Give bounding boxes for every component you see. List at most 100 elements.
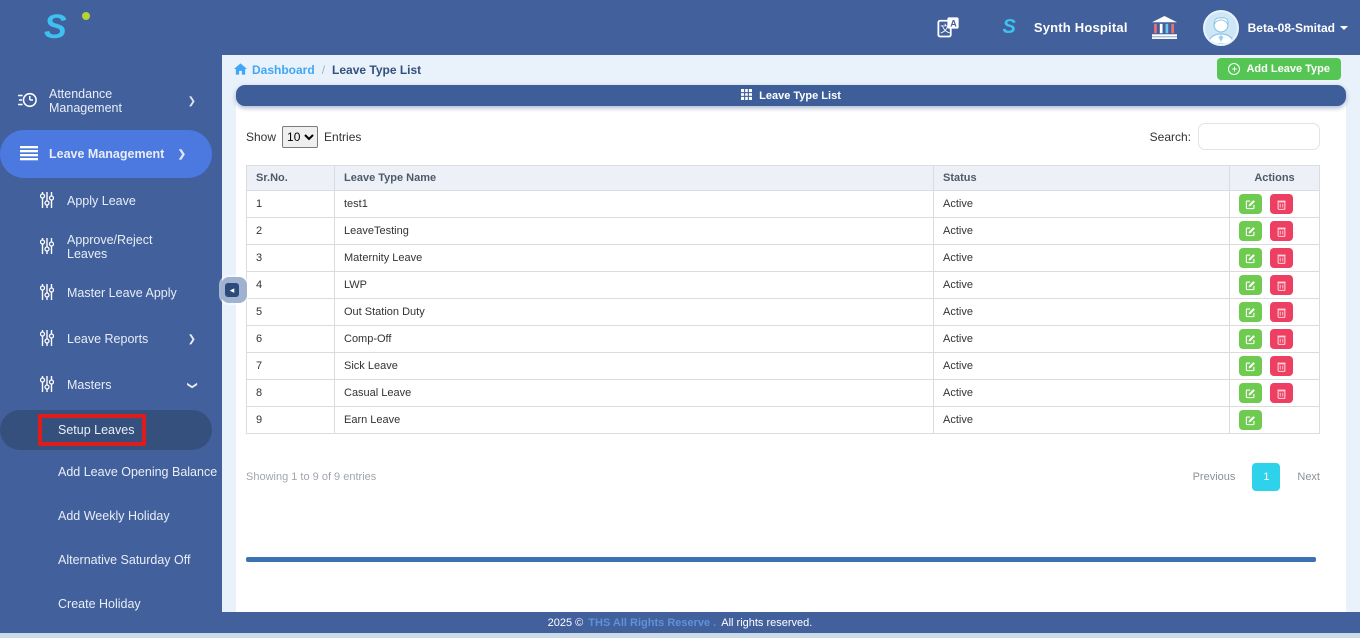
cell-leave-type-name: Out Station Duty [334, 298, 934, 326]
sidebar-item-label: Setup Leaves [58, 423, 135, 437]
edit-button[interactable] [1239, 194, 1262, 214]
delete-button[interactable] [1270, 356, 1294, 376]
table-row: 5 Out Station Duty Active [246, 298, 1320, 326]
cell-actions [1229, 379, 1320, 407]
pagination-page-1[interactable]: 1 [1252, 463, 1281, 491]
column-header-status[interactable]: Status [933, 165, 1230, 191]
cell-status: Active [933, 406, 1230, 434]
stopwatch-icon [18, 91, 38, 112]
delete-button[interactable] [1270, 248, 1294, 268]
panel-title: Leave Type List [759, 89, 841, 102]
delete-button[interactable] [1270, 275, 1294, 295]
cell-srno: 8 [246, 379, 335, 407]
footer-year: 2025 © [547, 616, 584, 629]
delete-button[interactable] [1270, 302, 1294, 322]
cell-srno: 6 [246, 325, 335, 353]
search-control: Search: [1150, 123, 1320, 150]
user-menu[interactable]: Beta-08-Smitad [1248, 21, 1348, 35]
leave-type-list-card: Leave Type List Show 10 Entries Search: [236, 85, 1346, 612]
svg-text:文: 文 [941, 23, 951, 36]
table-row: 7 Sick Leave Active [246, 352, 1320, 380]
breadcrumb-separator: / [321, 63, 326, 77]
cell-srno: 7 [246, 352, 335, 380]
sidebar-item-add-weekly-holiday[interactable]: Add Weekly Holiday [0, 494, 222, 538]
chevron-right-icon: ❯ [187, 333, 196, 345]
delete-button[interactable] [1270, 194, 1294, 214]
leave-management-submenu: Apply Leave Approve/Reject Leaves Master… [0, 178, 222, 408]
user-avatar[interactable] [1202, 9, 1239, 46]
delete-button[interactable] [1270, 329, 1294, 349]
sidebar-nav: Attendance Management ❯ Leave Management… [0, 55, 222, 612]
sidebar-item-label: Approve/Reject Leaves [67, 233, 153, 261]
sidebar-item-apply-leave[interactable]: Apply Leave [0, 178, 222, 224]
pagination: Previous 1 Next [1193, 463, 1320, 491]
breadcrumb-home-label: Dashboard [252, 63, 315, 77]
delete-button[interactable] [1270, 221, 1294, 241]
user-name-label: Beta-08-Smitad [1247, 20, 1335, 35]
footer-rights: All rights reserved. [721, 616, 813, 629]
card-header: Leave Type List [236, 85, 1346, 106]
sidebar-item-add-leave-opening-balance[interactable]: Add Leave Opening Balance [0, 450, 222, 494]
column-header-name[interactable]: Leave Type Name [334, 165, 934, 191]
cell-leave-type-name: LeaveTesting [334, 217, 934, 245]
cell-srno: 9 [246, 406, 335, 434]
pagination-previous[interactable]: Previous [1192, 471, 1236, 483]
cell-srno: 4 [246, 271, 335, 299]
sidebar-item-label: Masters [67, 378, 112, 392]
breadcrumb: Dashboard / Leave Type List [222, 55, 1360, 85]
translate-icon[interactable]: A 文 [935, 14, 962, 41]
chevron-down-icon: ❯ [186, 380, 198, 390]
svg-text:A: A [951, 19, 958, 29]
navbar-right-cluster: A 文 S Synth Hospital [935, 0, 1348, 55]
sidebar-item-masters[interactable]: Masters ❯ [0, 362, 222, 408]
edit-button[interactable] [1239, 221, 1262, 241]
cell-leave-type-name: LWP [334, 271, 934, 299]
sidebar-item-approve-reject-leaves[interactable]: Approve/Reject Leaves [0, 224, 222, 270]
app-logo[interactable]: S [0, 0, 222, 55]
sidebar-item-create-holiday[interactable]: Create Holiday [0, 582, 222, 612]
breadcrumb-dashboard-link[interactable]: Dashboard [234, 62, 315, 78]
cell-status: Active [933, 190, 1230, 218]
cell-status: Active [933, 379, 1230, 407]
page-size-select[interactable]: 10 [282, 125, 319, 148]
sidebar-item-leave-reports[interactable]: Leave Reports ❯ [0, 316, 222, 362]
edit-button[interactable] [1239, 410, 1262, 430]
search-input[interactable] [1198, 123, 1320, 150]
bottom-divider-line [246, 557, 1316, 562]
card-body: Show 10 Entries Search: Sr.No. [236, 106, 1346, 562]
cell-status: Active [933, 325, 1230, 353]
edit-button[interactable] [1239, 275, 1262, 295]
column-header-srno[interactable]: Sr.No. [246, 165, 335, 191]
footer-ths-link[interactable]: THS All Rights Reserve . [588, 616, 717, 629]
sidebar-item-label: Add Weekly Holiday [58, 509, 170, 523]
edit-button[interactable] [1239, 356, 1262, 376]
edit-button[interactable] [1239, 329, 1262, 349]
cell-srno: 2 [246, 217, 335, 245]
edit-button[interactable] [1239, 383, 1262, 403]
sidebar-item-label: Apply Leave [67, 194, 136, 208]
add-button-label: Add Leave Type [1246, 63, 1330, 75]
add-leave-type-button[interactable]: + Add Leave Type [1217, 58, 1341, 80]
brand-s-mini-logo[interactable]: S [1002, 16, 1016, 38]
table-row: 1 test1 Active [246, 190, 1320, 218]
edit-button[interactable] [1239, 248, 1262, 268]
sidebar-item-label: Alternative Saturday Off [58, 553, 191, 567]
cell-leave-type-name: Comp-Off [334, 325, 934, 353]
sidebar-item-setup-leaves[interactable]: Setup Leaves [0, 410, 212, 450]
sidebar-collapse-button[interactable]: ◂ [221, 277, 247, 303]
cell-actions [1229, 325, 1320, 353]
sidebar-item-master-leave-apply[interactable]: Master Leave Apply [0, 270, 222, 316]
sidebar-item-attendance-management[interactable]: Attendance Management ❯ [0, 87, 222, 115]
sidebar-item-label: Leave Reports [67, 332, 149, 346]
sidebar-item-alternative-saturday-off[interactable]: Alternative Saturday Off [0, 538, 222, 582]
sidebar-item-leave-management[interactable]: Leave Management ❯ [0, 130, 212, 178]
delete-button[interactable] [1270, 383, 1294, 403]
cell-srno: 5 [246, 298, 335, 326]
plus-circle-icon: + [1228, 63, 1241, 75]
pagination-next[interactable]: Next [1297, 471, 1320, 483]
sidebar-item-label: Add Leave Opening Balance [58, 465, 218, 479]
top-navbar: A 文 S Synth Hospital [0, 0, 1360, 55]
edit-button[interactable] [1239, 302, 1262, 322]
column-header-actions[interactable]: Actions [1229, 165, 1320, 191]
bank-icon[interactable] [1151, 16, 1177, 39]
